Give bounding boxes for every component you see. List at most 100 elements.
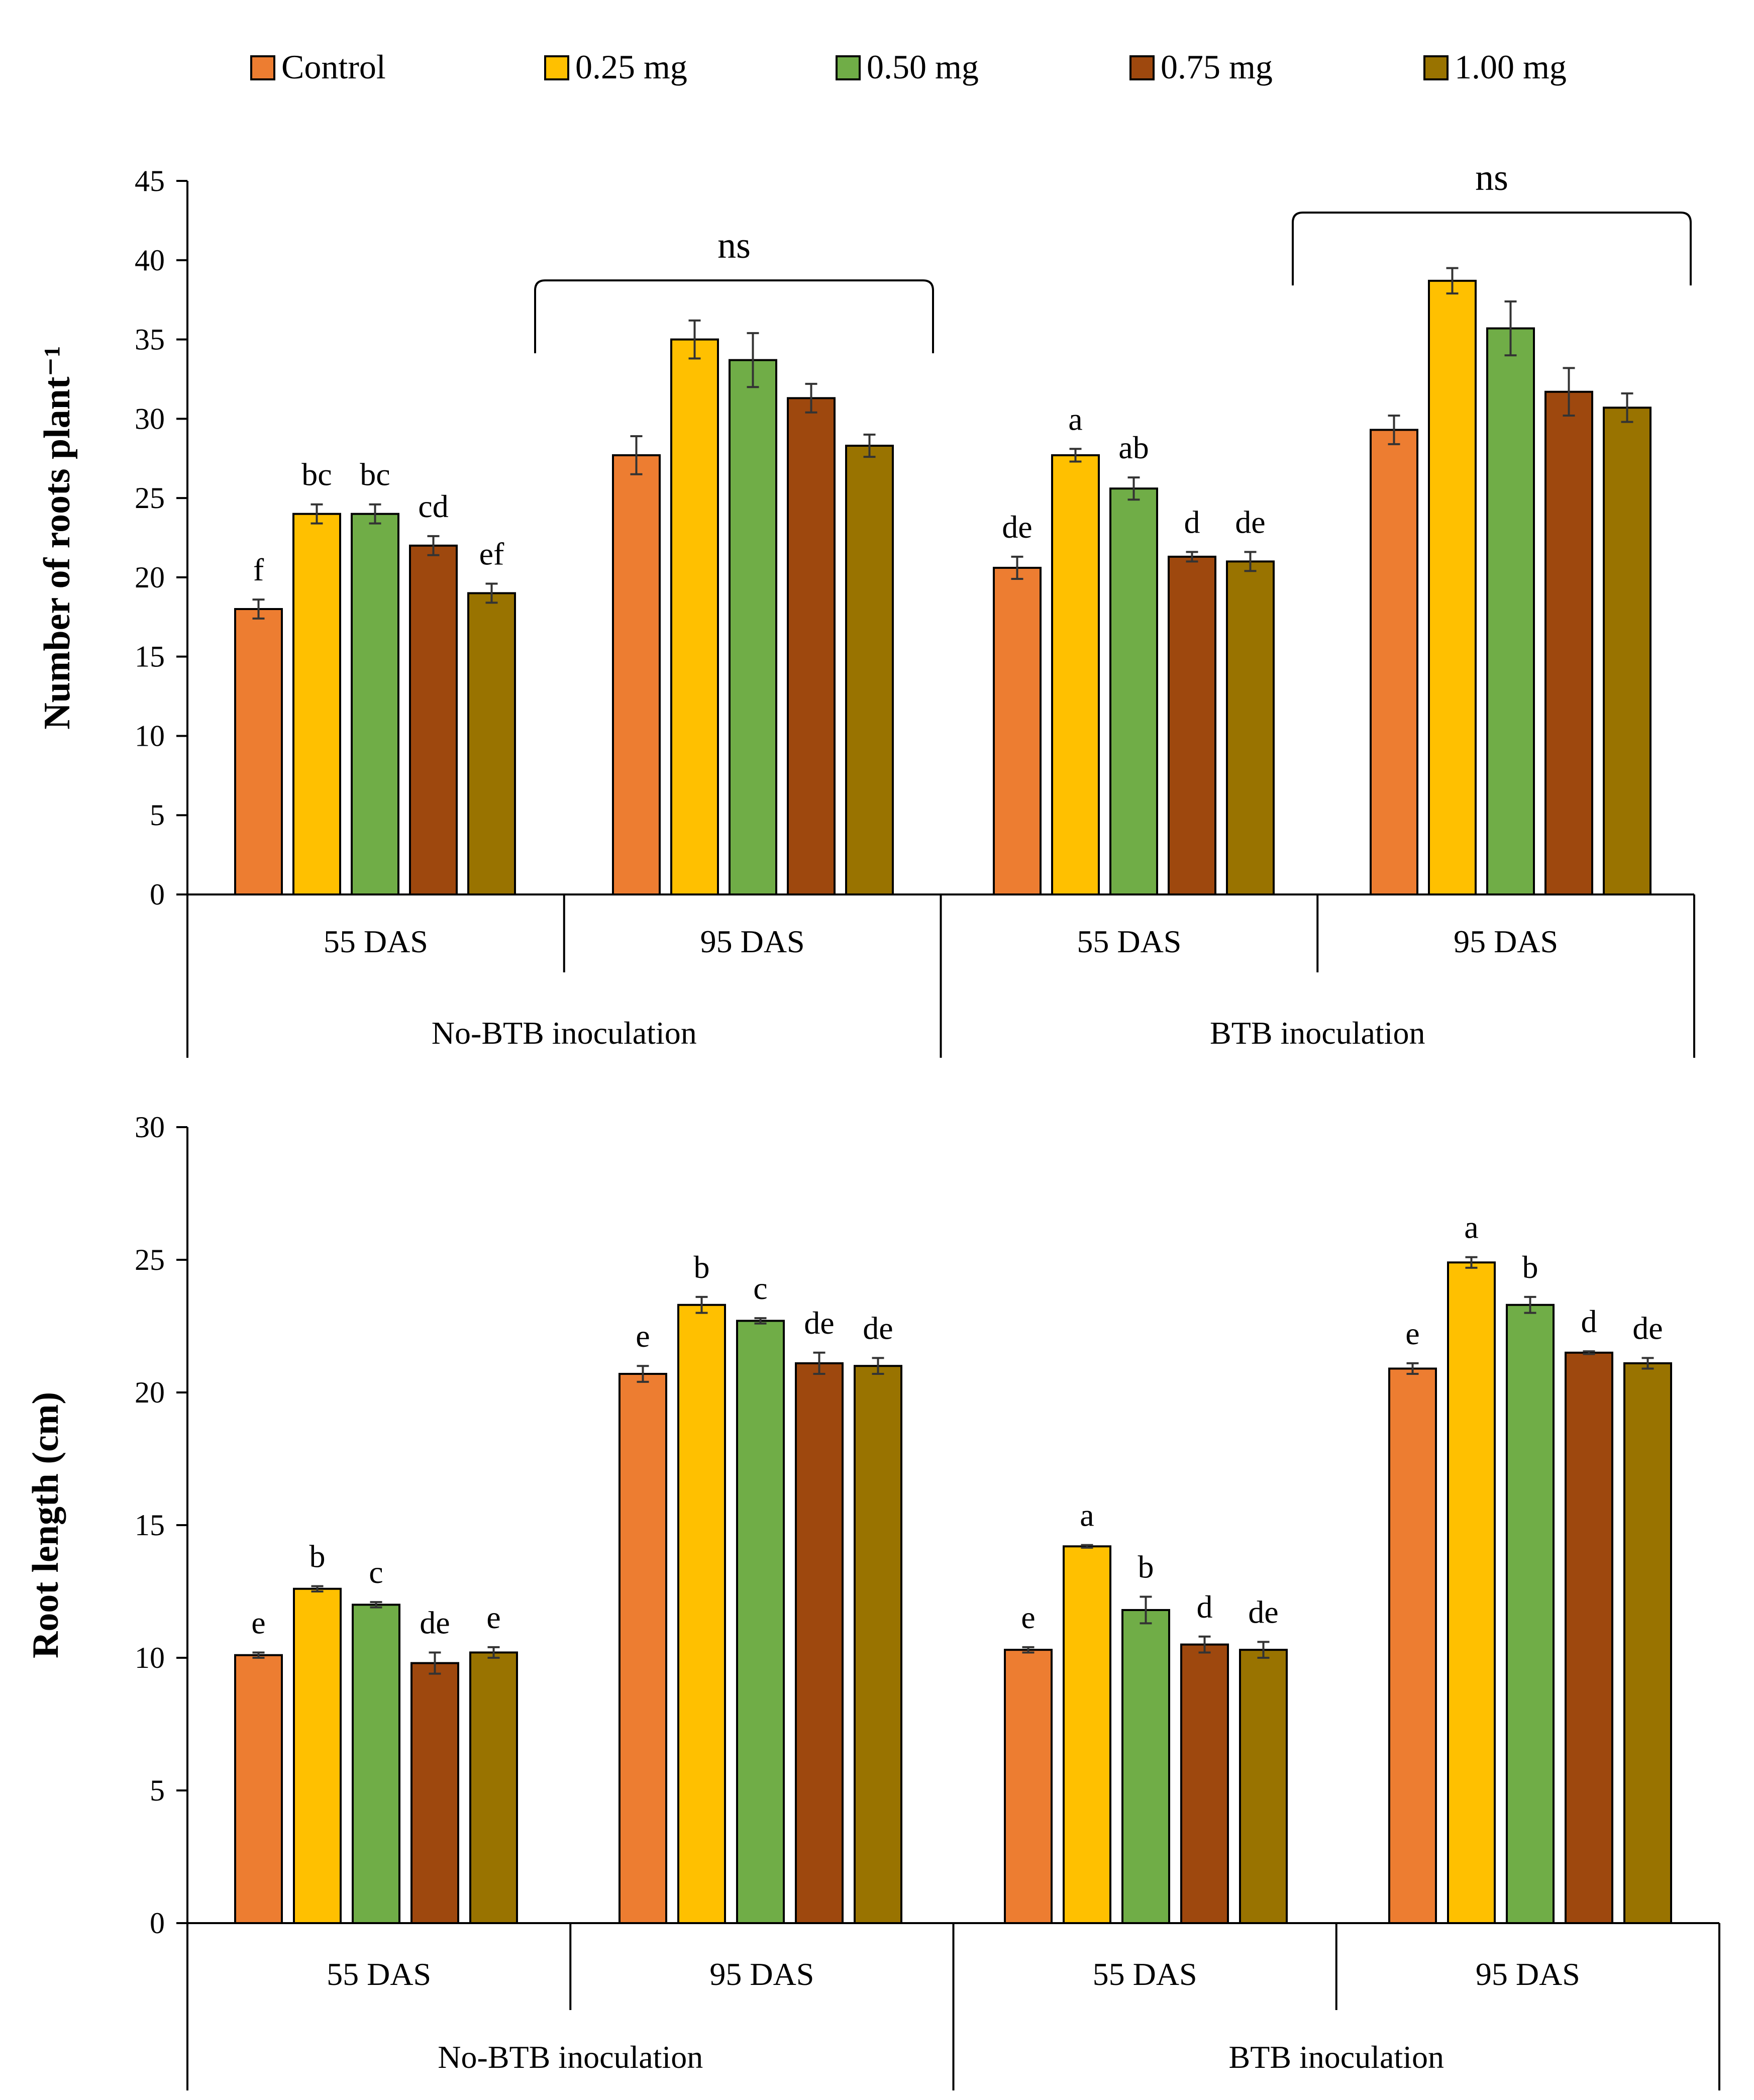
bar xyxy=(293,1587,342,1924)
bar xyxy=(1004,1649,1053,1924)
bar xyxy=(409,544,458,896)
y-tick-label: 35 xyxy=(135,323,165,356)
y-axis-title: Number of roots plant⁻¹ xyxy=(37,346,78,730)
bar xyxy=(1109,487,1158,895)
significance-letter: c xyxy=(753,1270,767,1306)
chart-root-length: 0 5 10 15 20 25 30 Root length (cm) 55 DAS 95 DAS… xyxy=(25,1111,1720,2090)
y-tick-label: 0 xyxy=(150,1907,165,1940)
significance-letter: a xyxy=(1080,1497,1094,1533)
x-category-label: 95 DAS xyxy=(1476,1956,1580,1992)
legend-label: Control xyxy=(281,48,386,86)
legend-swatch xyxy=(1423,55,1449,80)
significance-letter: e xyxy=(486,1599,500,1635)
y-tick-label: 0 xyxy=(150,878,165,911)
significance-letter: ab xyxy=(1118,430,1149,465)
x-category-label: 55 DAS xyxy=(327,1956,431,1992)
x-category-label: 55 DAS xyxy=(1077,924,1181,959)
legend-label: 0.50 mg xyxy=(867,48,979,86)
significance-letter: d xyxy=(1184,504,1200,540)
significance-letter: d xyxy=(1581,1304,1597,1339)
legend-swatch xyxy=(836,55,861,80)
bar xyxy=(469,1651,518,1924)
bar xyxy=(352,1604,400,1924)
y-tick-label: 15 xyxy=(135,1509,165,1542)
bar xyxy=(292,513,341,895)
significance-letter: f xyxy=(253,552,264,587)
significance-letter: e xyxy=(1021,1599,1035,1635)
bar xyxy=(854,1365,902,1924)
y-tick-label: 40 xyxy=(135,244,165,277)
significance-letter: a xyxy=(1464,1210,1478,1245)
legend-label: 1.00 mg xyxy=(1455,48,1567,86)
x-group-label: No-BTB inoculation xyxy=(438,2039,703,2075)
bar xyxy=(234,1654,283,1924)
legend: Control 0.25 mg 0.50 mg 0.75 mg 1.00 mg xyxy=(250,48,1567,86)
bar xyxy=(1447,1261,1496,1924)
significance-letter: b xyxy=(1522,1249,1538,1285)
y-tick-label: 20 xyxy=(135,1376,165,1409)
bar xyxy=(1506,1304,1555,1924)
x-group-label: BTB inoculation xyxy=(1210,1015,1425,1051)
significance-letter: e xyxy=(1405,1316,1419,1351)
bar xyxy=(736,1320,785,1924)
ns-label: ns xyxy=(1475,157,1508,198)
significance-letter: b xyxy=(309,1538,326,1574)
significance-letter: b xyxy=(694,1249,710,1285)
bar xyxy=(729,359,777,895)
significance-letter: de xyxy=(420,1605,450,1640)
significance-letter: bc xyxy=(301,457,332,492)
bar xyxy=(1428,279,1477,895)
ns-label: ns xyxy=(717,225,751,266)
bar xyxy=(1388,1367,1437,1924)
legend-label: 0.25 mg xyxy=(575,48,687,86)
bar xyxy=(410,1662,459,1925)
legend-swatch xyxy=(544,55,569,80)
bar xyxy=(677,1304,726,1924)
bar xyxy=(845,444,894,895)
significance-letter: e xyxy=(251,1605,265,1640)
significance-letter: e xyxy=(636,1318,650,1354)
bar xyxy=(234,608,283,895)
significance-letter: de xyxy=(1235,504,1265,540)
bar xyxy=(618,1373,667,1924)
bar xyxy=(467,592,516,895)
significance-letter: de xyxy=(1002,509,1032,545)
bar xyxy=(670,338,719,895)
legend-label: 0.75 mg xyxy=(1161,48,1273,86)
bar xyxy=(1544,390,1593,895)
x-group-label: BTB inoculation xyxy=(1229,2039,1444,2075)
bar xyxy=(1226,560,1275,896)
x-category-label: 55 DAS xyxy=(1093,1956,1197,1992)
y-tick-label: 25 xyxy=(135,481,165,515)
significance-letter: bc xyxy=(360,457,390,492)
significance-letter: b xyxy=(1138,1549,1154,1585)
x-group-label: No-BTB inoculation xyxy=(432,1015,697,1051)
significance-letter: de xyxy=(863,1310,893,1346)
bar xyxy=(1121,1609,1170,1924)
bar xyxy=(1063,1545,1111,1924)
significance-letter: cd xyxy=(418,488,448,524)
bar xyxy=(1486,327,1535,895)
bar xyxy=(1239,1649,1288,1924)
y-tick-label: 10 xyxy=(135,719,165,752)
significance-letter: c xyxy=(369,1554,383,1590)
bar xyxy=(1565,1351,1613,1924)
y-tick-label: 15 xyxy=(135,640,165,673)
bar xyxy=(993,566,1042,895)
bar xyxy=(1168,555,1216,896)
significance-letter: de xyxy=(1632,1310,1663,1346)
bar xyxy=(612,454,661,895)
significance-letter: a xyxy=(1068,401,1082,437)
legend-swatch xyxy=(1129,55,1155,80)
bar xyxy=(787,397,836,895)
chart-number-of-roots: 0 5 10 15 20 25 30 35 40 45 Number of roots plant⁻… xyxy=(37,157,1695,1058)
bar xyxy=(1051,454,1100,895)
y-tick-label: 25 xyxy=(135,1243,165,1276)
bar xyxy=(351,513,399,895)
y-tick-label: 5 xyxy=(150,1774,165,1807)
y-axis-title: Root length (cm) xyxy=(25,1392,66,1658)
x-category-label: 95 DAS xyxy=(700,924,805,959)
y-tick-label: 5 xyxy=(150,798,165,832)
significance-letter: ef xyxy=(479,536,504,572)
